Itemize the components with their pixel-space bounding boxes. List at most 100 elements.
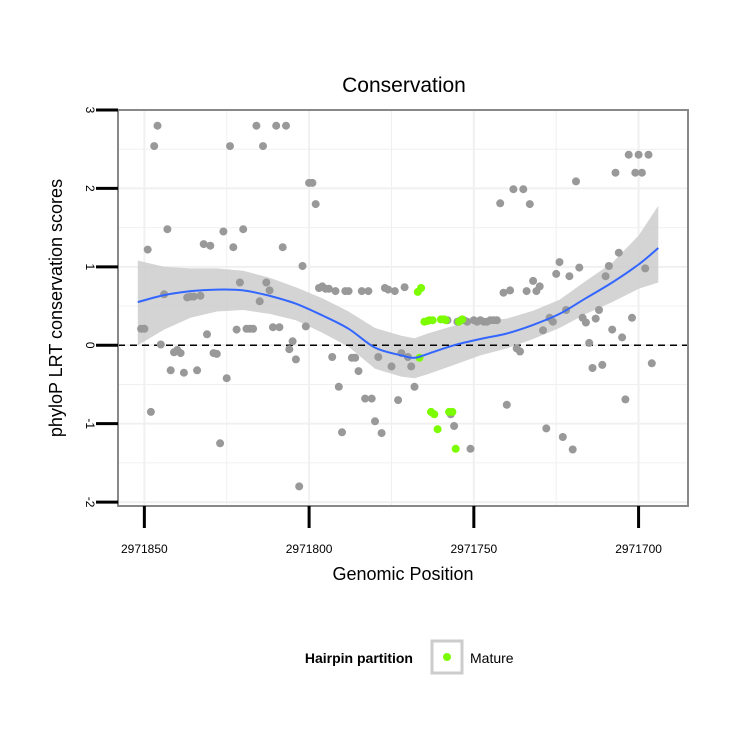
point-mature-12 bbox=[441, 316, 450, 325]
point-other-41 bbox=[272, 121, 281, 130]
point-other-28 bbox=[229, 243, 238, 252]
point-other-140 bbox=[628, 313, 636, 322]
y-tick-label-3: 1 bbox=[83, 263, 97, 270]
point-other-52 bbox=[308, 178, 317, 187]
point-other-29 bbox=[232, 325, 241, 334]
point-other-59 bbox=[331, 287, 340, 296]
point-other-38 bbox=[262, 278, 271, 287]
point-other-141 bbox=[631, 168, 640, 177]
point-mature-14 bbox=[448, 407, 457, 416]
point-other-2 bbox=[143, 245, 152, 254]
point-other-101 bbox=[499, 288, 508, 297]
point-other-46 bbox=[288, 337, 297, 346]
point-other-24 bbox=[216, 439, 225, 448]
point-other-117 bbox=[552, 269, 561, 278]
point-other-5 bbox=[153, 121, 162, 130]
point-other-82 bbox=[407, 362, 416, 371]
point-other-134 bbox=[608, 325, 617, 334]
point-other-126 bbox=[581, 318, 590, 327]
point-other-13 bbox=[179, 368, 188, 377]
point-other-144 bbox=[641, 264, 650, 273]
point-other-67 bbox=[357, 287, 366, 296]
point-mature-9 bbox=[433, 425, 442, 434]
x-axis-title: Genomic Position bbox=[332, 564, 473, 584]
point-other-99 bbox=[492, 316, 501, 325]
point-other-136 bbox=[614, 248, 623, 257]
point-other-116 bbox=[548, 317, 557, 326]
point-other-137 bbox=[618, 333, 627, 342]
point-other-49 bbox=[298, 262, 307, 270]
y-tick-label-1: -1 bbox=[83, 418, 97, 429]
point-other-61 bbox=[338, 428, 346, 437]
point-other-109 bbox=[525, 200, 534, 209]
y-axis: -2 -1 0 1 2 3 bbox=[83, 107, 118, 508]
point-other-135 bbox=[611, 168, 620, 177]
point-other-43 bbox=[278, 243, 287, 252]
point-other-118 bbox=[555, 258, 564, 267]
point-other-20 bbox=[203, 330, 211, 339]
point-other-19 bbox=[199, 240, 208, 249]
point-other-26 bbox=[222, 374, 231, 383]
point-other-103 bbox=[506, 286, 515, 295]
y-tick-label-5: 3 bbox=[83, 107, 97, 114]
point-other-123 bbox=[572, 177, 580, 186]
x-axis: 2971850 2971800 2971750 2971700 bbox=[121, 506, 662, 556]
point-other-124 bbox=[575, 263, 584, 272]
point-other-45 bbox=[285, 345, 294, 354]
point-other-73 bbox=[377, 429, 386, 438]
point-other-133 bbox=[604, 262, 613, 270]
point-other-112 bbox=[535, 282, 544, 291]
point-other-143 bbox=[637, 168, 646, 177]
point-other-130 bbox=[595, 306, 603, 314]
point-other-47 bbox=[291, 355, 300, 364]
point-other-21 bbox=[206, 241, 215, 250]
point-other-60 bbox=[334, 382, 343, 391]
point-other-17 bbox=[193, 366, 202, 375]
points-mature bbox=[413, 284, 467, 453]
point-other-108 bbox=[522, 287, 531, 296]
point-other-48 bbox=[295, 482, 304, 491]
point-other-127 bbox=[585, 338, 594, 347]
point-other-9 bbox=[166, 366, 175, 375]
y-tick-label-4: 2 bbox=[83, 185, 97, 192]
x-tick-label-0: 2971850 bbox=[121, 542, 168, 556]
point-other-75 bbox=[384, 285, 393, 294]
point-other-37 bbox=[259, 142, 267, 151]
point-other-18 bbox=[196, 291, 205, 300]
point-other-114 bbox=[542, 424, 551, 433]
point-other-110 bbox=[529, 276, 538, 285]
point-other-83 bbox=[410, 382, 419, 391]
point-other-50 bbox=[301, 322, 310, 331]
plot-panel-border bbox=[117, 109, 689, 507]
point-other-65 bbox=[351, 353, 360, 362]
point-mature-15 bbox=[451, 444, 460, 453]
y-tick-label-0: -2 bbox=[83, 497, 97, 508]
x-tick-label-1: 2971800 bbox=[286, 542, 333, 556]
point-other-27 bbox=[226, 142, 234, 151]
point-other-145 bbox=[644, 150, 653, 159]
point-other-104 bbox=[509, 185, 518, 194]
point-other-36 bbox=[255, 297, 264, 306]
point-other-57 bbox=[324, 284, 333, 293]
y-tick-label-2: 0 bbox=[83, 342, 97, 349]
point-other-34 bbox=[249, 324, 258, 333]
point-other-146 bbox=[647, 359, 656, 368]
point-other-69 bbox=[364, 287, 373, 296]
confidence-ribbon bbox=[137, 205, 659, 379]
point-other-78 bbox=[394, 396, 403, 405]
point-other-70 bbox=[367, 394, 376, 403]
chart-title: Conservation bbox=[342, 74, 466, 97]
point-other-66 bbox=[354, 367, 363, 376]
point-mature-17 bbox=[458, 315, 467, 324]
point-other-106 bbox=[516, 347, 524, 356]
legend: Hairpin partition Mature bbox=[305, 639, 514, 675]
point-mature-7 bbox=[430, 410, 439, 419]
point-other-30 bbox=[235, 278, 244, 287]
point-other-119 bbox=[558, 433, 567, 441]
point-other-3 bbox=[146, 407, 155, 416]
legend-title: Hairpin partition bbox=[305, 650, 413, 666]
point-other-76 bbox=[387, 362, 396, 371]
point-other-44 bbox=[282, 121, 290, 130]
point-other-142 bbox=[634, 150, 643, 159]
